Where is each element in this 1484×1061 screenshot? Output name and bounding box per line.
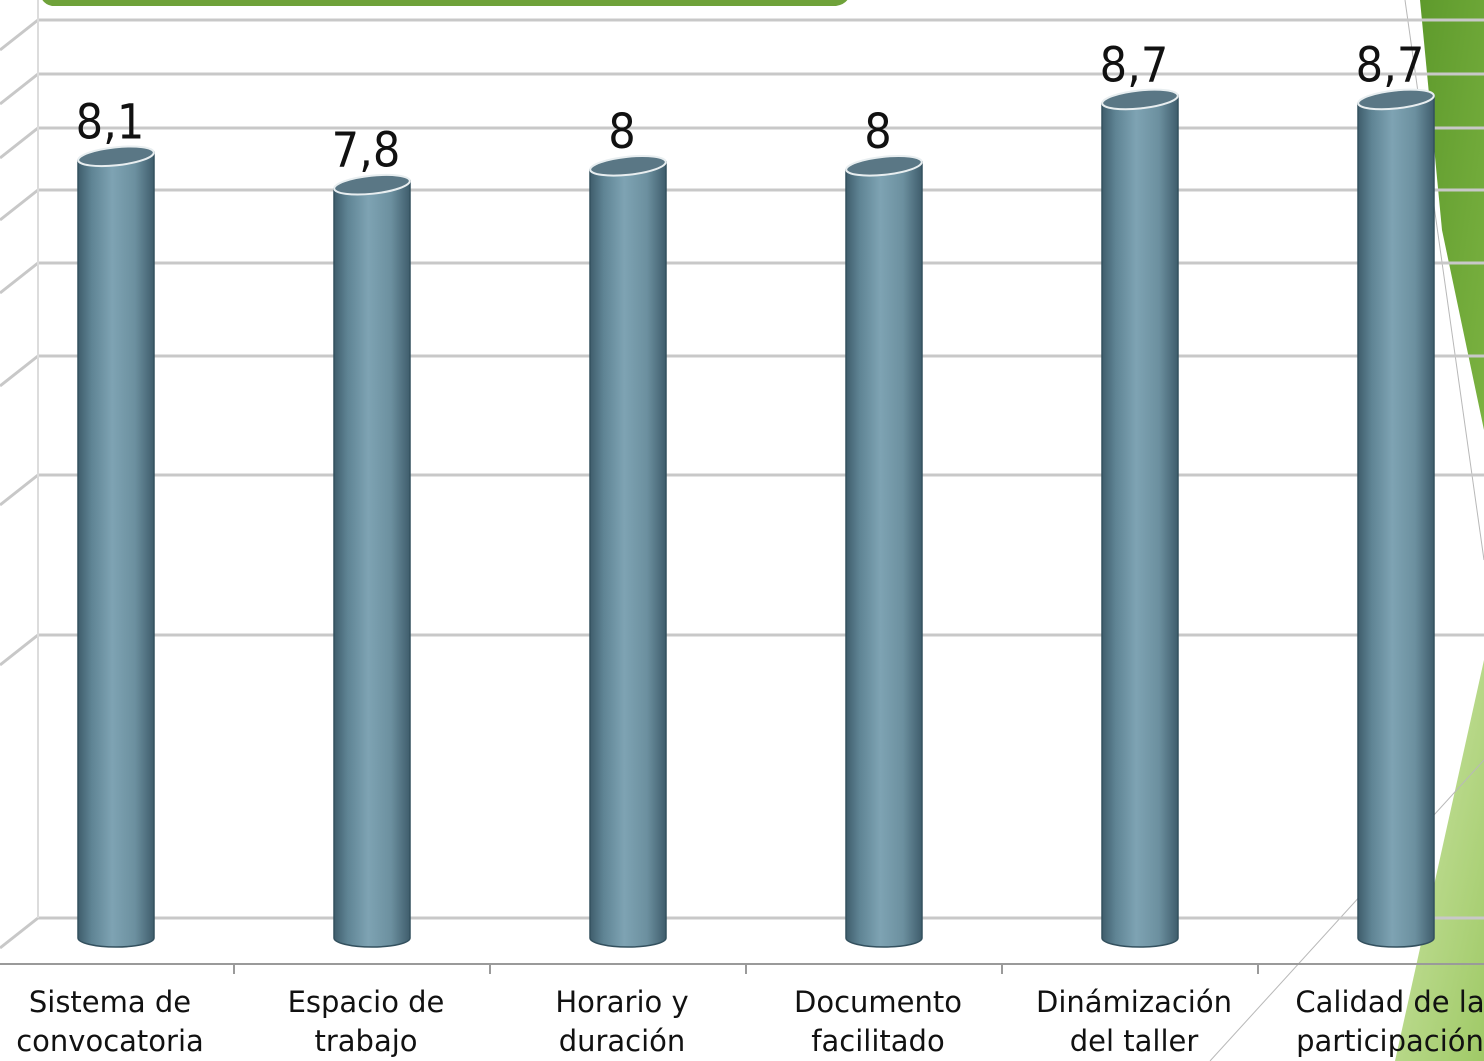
gridline-wall [0, 72, 39, 106]
bar-cap [77, 145, 155, 168]
bar-body [333, 179, 411, 948]
gridline-wall [0, 188, 39, 222]
category-label: duración [559, 1024, 686, 1058]
gridline-wall [0, 633, 39, 667]
bars [77, 88, 1435, 948]
category-label: trabajo [314, 1024, 417, 1058]
category-label: Dinámización [1036, 985, 1232, 1019]
bar-body [845, 160, 923, 948]
bar [1101, 88, 1179, 948]
category-label: participación [1296, 1024, 1484, 1058]
bar-body [1101, 94, 1179, 948]
category-label: Documento [794, 985, 962, 1019]
bar-body [589, 160, 667, 948]
category-label: convocatoria [16, 1024, 204, 1058]
gridlines [0, 0, 1484, 950]
category-label: del taller [1070, 1024, 1199, 1058]
category-label: Espacio de [288, 985, 445, 1019]
category-label: facilitado [811, 1024, 944, 1058]
light-green-corner-shape [1395, 660, 1484, 1061]
bar [333, 173, 411, 948]
gridline-wall [0, 916, 39, 950]
bar-cap [845, 154, 923, 177]
decorative-line [1209, 759, 1484, 1061]
bar-cap [1101, 88, 1179, 111]
category-labels: Sistema de convocatoria Espacio de trabajo H… [16, 985, 1484, 1058]
data-labels: 8,1 7,8 8 8 8,7 8,7 [76, 37, 1425, 178]
green-corner-shape [1420, 0, 1484, 430]
category-label: Calidad de la [1295, 985, 1484, 1019]
gridline-wall [0, 473, 39, 507]
gridline-wall [0, 126, 39, 160]
data-label: 7,8 [332, 123, 401, 179]
bar [845, 154, 923, 948]
data-label: 8 [864, 104, 891, 160]
bar [589, 154, 667, 948]
x-axis [0, 963, 1484, 974]
bar-cap [589, 154, 667, 177]
bar-body [77, 151, 155, 948]
background-decoration [42, 0, 1484, 1061]
data-label: 8 [608, 104, 635, 160]
green-header-bar [42, 0, 848, 6]
bar-cap [1357, 88, 1435, 111]
bar [1357, 88, 1435, 948]
category-label: Horario y [555, 985, 688, 1019]
gridline-wall [0, 18, 39, 52]
data-label: 8,7 [1100, 37, 1169, 93]
bar [77, 145, 155, 948]
gridline-wall [0, 261, 39, 295]
bar-body [1357, 94, 1435, 948]
data-label: 8,7 [1356, 37, 1425, 93]
data-label: 8,1 [76, 94, 145, 150]
category-label: Sistema de [29, 985, 191, 1019]
gridline-wall [0, 354, 39, 388]
bar-cap [333, 173, 411, 196]
